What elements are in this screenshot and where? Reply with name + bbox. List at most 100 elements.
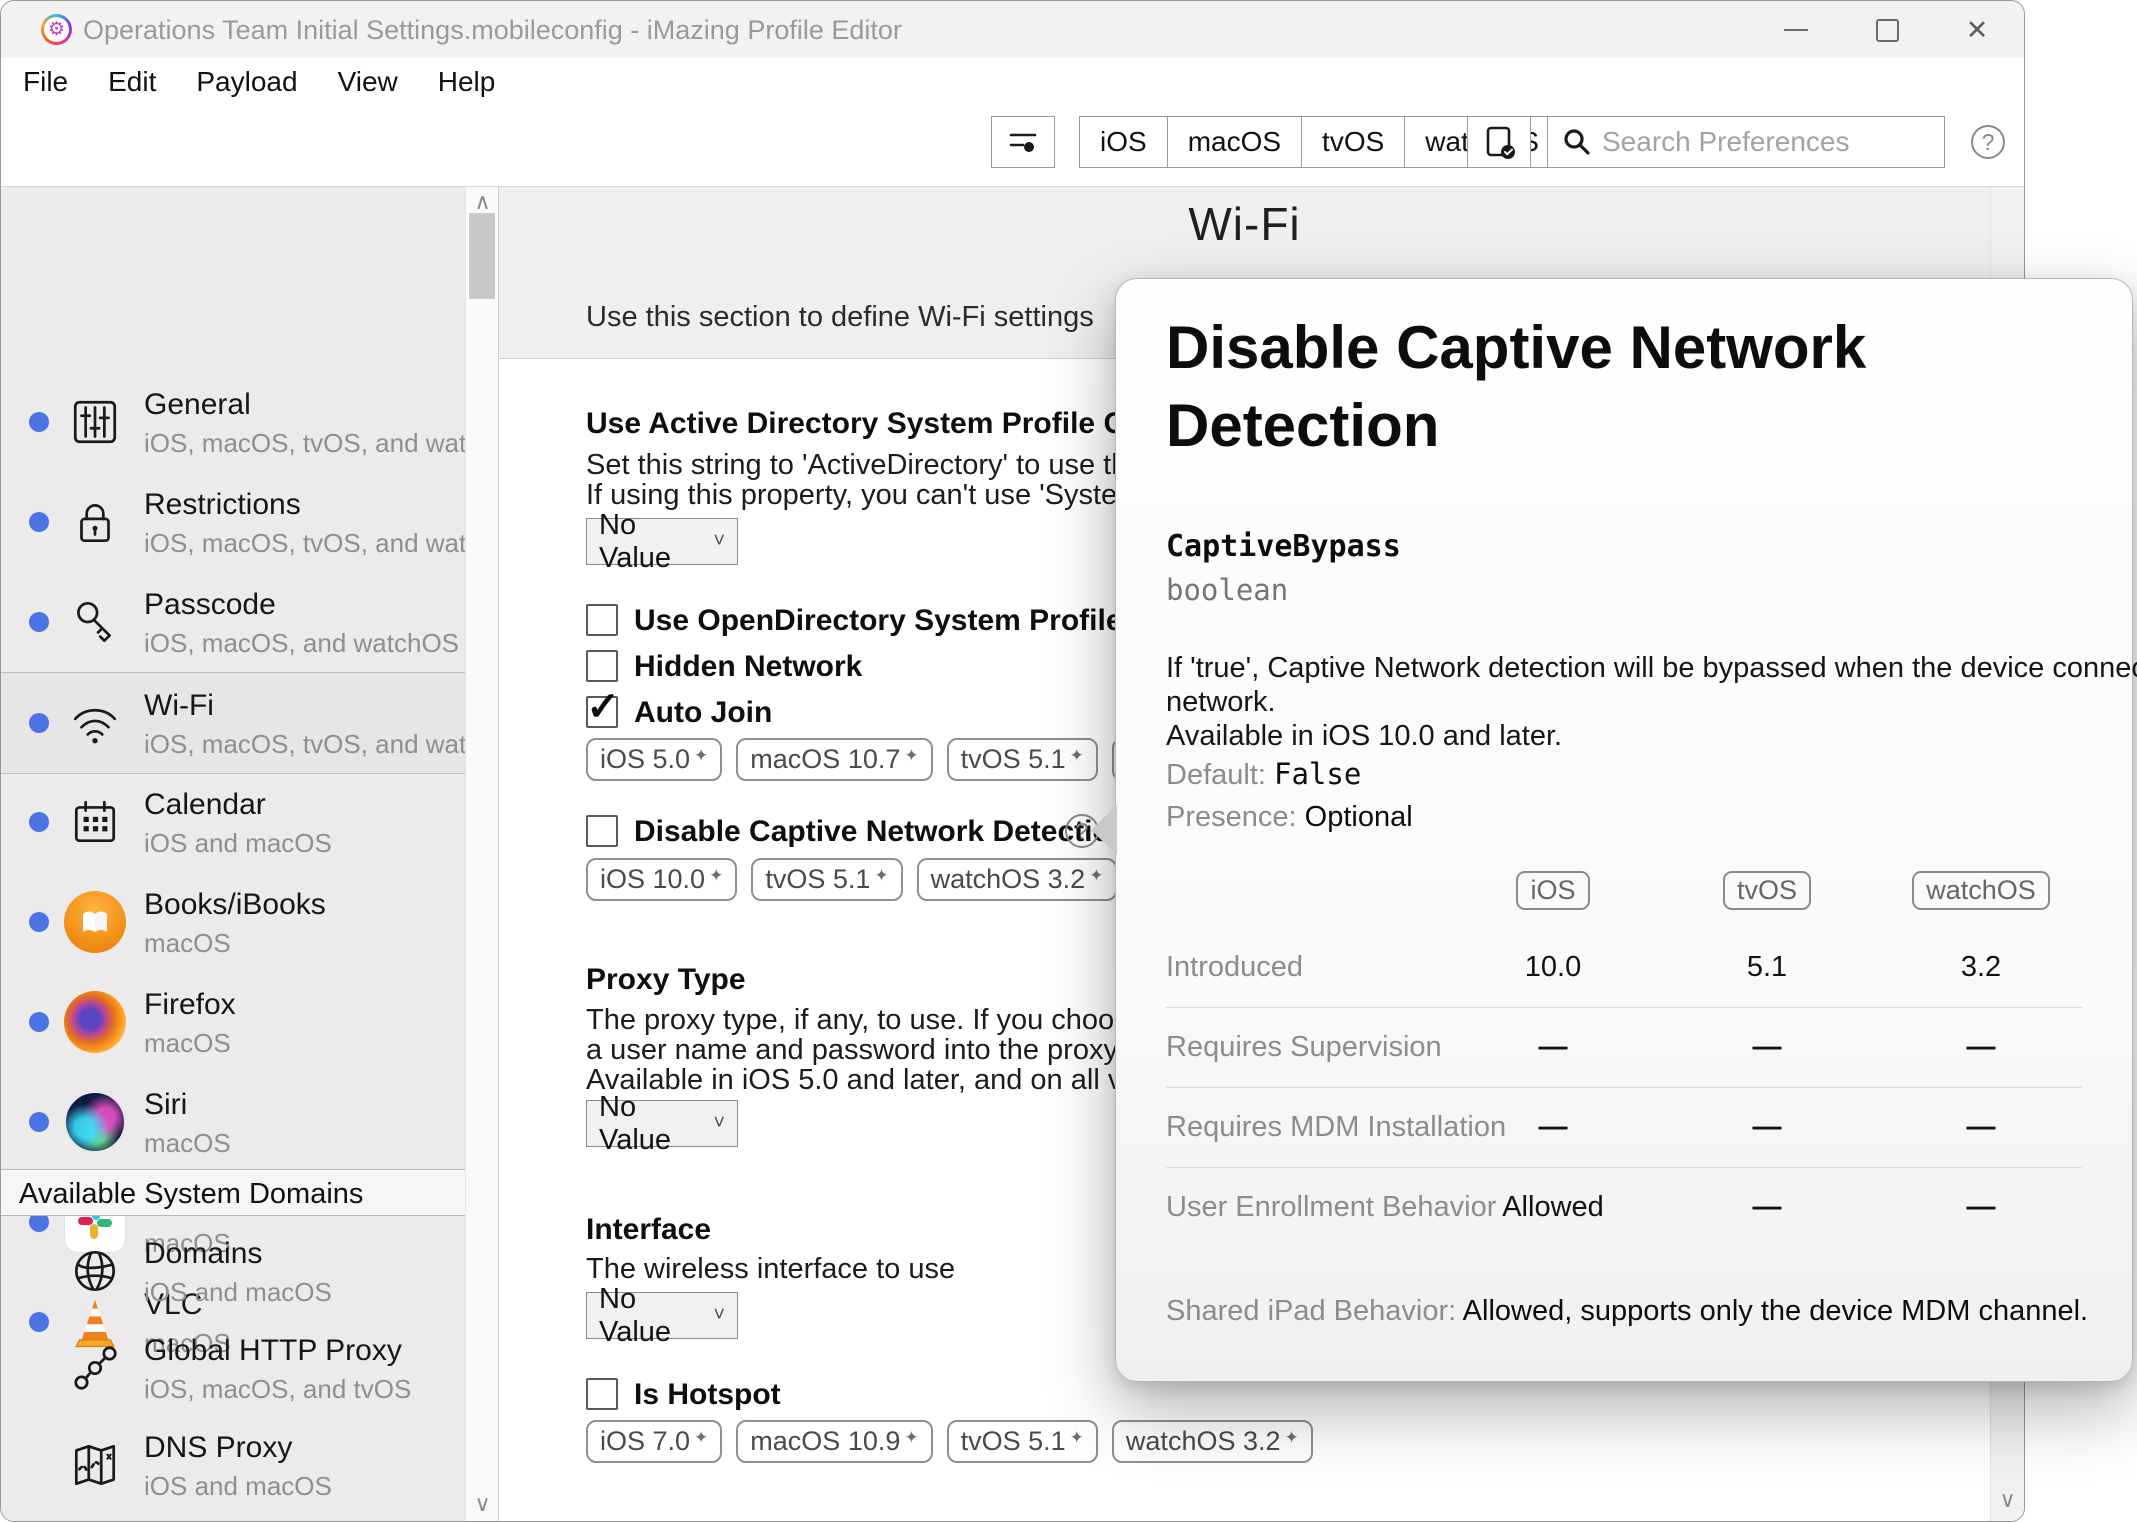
popover-title: Disable Captive Network Detection (1166, 314, 1867, 459)
sidebar-item-vlc[interactable]: VLC macOS (1, 1272, 465, 1358)
hidden-network-label: Hidden Network (634, 650, 863, 683)
sidebar-item-books[interactable]: Books/iBooks macOS (1, 872, 465, 972)
row-introduced-label: Introduced (1166, 951, 1304, 983)
auto-join-checkbox-row[interactable]: ✓ Auto Join (586, 687, 772, 730)
cell: — (1752, 1111, 1782, 1143)
sidebar-item-firefox[interactable]: Firefox macOS (1, 972, 465, 1072)
sidebar-item-subtitle: macOS (144, 1328, 231, 1358)
device-button[interactable] (1467, 116, 1531, 168)
app-icon: ⚙ (41, 14, 72, 45)
scroll-down-icon[interactable]: ∨ (1999, 1487, 2016, 1512)
platform-ios-button[interactable]: iOS (1080, 117, 1168, 167)
checkbox-unchecked[interactable] (586, 650, 618, 682)
sidebar-item-dns-proxy[interactable]: DNS Proxy iOS and macOS (1, 1417, 465, 1514)
row-mdm-label: Requires MDM Installation (1166, 1111, 1507, 1143)
later-versions-icon: ✦ (1069, 1427, 1084, 1447)
version-chip: watchOS 3.2✦ (1111, 1420, 1313, 1463)
sidebar-item-title: Calendar (144, 788, 266, 821)
sidebar-item-subtitle: macOS (144, 1028, 231, 1058)
modified-dot (29, 412, 49, 432)
maximize-button[interactable] (1857, 11, 1917, 49)
disable-captive-checkbox-row[interactable]: Disable Captive Network Detection (586, 815, 1129, 849)
checkbox-checked[interactable]: ✓ (586, 687, 620, 728)
shared-ipad-row: Shared iPad Behavior: Allowed, supports … (1166, 1295, 2088, 1328)
version-chip: watchOS 3.2✦ (916, 858, 1118, 901)
lock-icon (63, 490, 127, 554)
menu-payload[interactable]: Payload (196, 66, 298, 97)
menu-file[interactable]: File (23, 66, 69, 97)
filter-icon (1009, 133, 1037, 152)
cell: — (1966, 1031, 1996, 1063)
page-title: Wi-Fi (1188, 198, 1301, 250)
menu-help[interactable]: Help (437, 66, 496, 97)
map-icon (63, 1433, 127, 1497)
sliders-icon (63, 390, 127, 454)
captive-bypass-popover: Disable Captive Network Detection Captiv… (1115, 278, 2137, 1382)
interface-select[interactable]: No Value ˅ (586, 1283, 738, 1348)
proxy-type-select[interactable]: No Value ˅ (586, 1091, 738, 1156)
property-key: CaptiveBypass (1166, 529, 1401, 564)
version-chip: iOS 5.0 ✦ (586, 738, 723, 781)
sidebar-item-subtitle: iOS and macOS (144, 1471, 332, 1501)
books-app-icon (63, 890, 127, 954)
help-button[interactable]: ? (1971, 125, 2005, 159)
sidebar-item-domains[interactable]: Domains iOS and macOS (1, 1223, 465, 1320)
sidebar-scrollbar[interactable]: ∧ ∨ (465, 187, 499, 1521)
row-divider (1166, 1087, 2082, 1088)
filter-button[interactable] (991, 116, 1055, 168)
checkbox-unchecked[interactable] (586, 815, 618, 847)
close-icon: ✕ (1965, 14, 1989, 45)
version-chip: macOS 10.9 ✦ (736, 1420, 933, 1463)
checkbox-unchecked[interactable] (586, 1378, 618, 1410)
default-row: Default: False (1166, 757, 1361, 792)
modified-dot (29, 812, 49, 832)
ad-credentials-select[interactable]: No Value ˅ (586, 509, 738, 574)
minimize-button[interactable] (1766, 11, 1826, 49)
search-icon (1564, 129, 1590, 155)
sidebar-item-title: Siri (144, 1088, 188, 1121)
select-value: No Value (599, 1090, 672, 1156)
search-placeholder: Search Preferences (1602, 126, 1850, 157)
modified-dot (29, 912, 49, 932)
sidebar-item-title: Domains (144, 1237, 263, 1270)
hidden-network-checkbox-row[interactable]: Hidden Network (586, 650, 862, 684)
sidebar-item-wifi[interactable]: Wi-Fi iOS, macOS, tvOS, and watchOS (1, 672, 531, 774)
cell: — (1752, 1031, 1782, 1063)
sidebar-item-subtitle: iOS, macOS, and tvOS (144, 1374, 412, 1404)
siri-app-icon (63, 1090, 127, 1154)
platform-macos-button[interactable]: macOS (1168, 117, 1303, 167)
sidebar-item-calendar[interactable]: Calendar iOS and macOS (1, 772, 465, 872)
available-system-domains-header: Available System Domains (1, 1169, 465, 1216)
presence-label: Presence: (1166, 801, 1297, 833)
scroll-down-icon[interactable]: ∨ (474, 1491, 491, 1516)
sidebar-item-title: Passcode (144, 588, 276, 621)
close-button[interactable]: ✕ (1947, 11, 2007, 49)
sidebar-divider (498, 187, 499, 1521)
title-bar: ⚙ Operations Team Initial Settings.mobil… (1, 1, 2024, 58)
version-chip: tvOS 5.1 ✦ (946, 738, 1098, 781)
column-watchos: watchOS (1911, 871, 2051, 910)
device-check-icon (1486, 126, 1515, 159)
modified-dot (29, 1312, 49, 1332)
scroll-up-icon[interactable]: ∧ (474, 189, 491, 214)
sidebar-item-global-http-proxy[interactable]: Global HTTP Proxy iOS, macOS, and tvOS (1, 1320, 465, 1417)
popover-arrow (1091, 805, 1117, 855)
sidebar-item-siri[interactable]: Siri macOS (1, 1072, 465, 1172)
modified-dot (29, 713, 49, 733)
version-chip: macOS 10.7 ✦ (736, 738, 933, 781)
sidebar-item-general[interactable]: General iOS, macOS, tvOS, and watchOS (1, 372, 531, 472)
search-input[interactable]: Search Preferences (1547, 116, 1945, 168)
sidebar-scrollbar-thumb[interactable] (469, 213, 495, 299)
platform-tvos-button[interactable]: tvOS (1302, 117, 1406, 167)
is-hotspot-checkbox-row[interactable]: Is Hotspot (586, 1378, 781, 1412)
menu-edit[interactable]: Edit (108, 66, 157, 97)
menu-view[interactable]: View (337, 66, 398, 97)
vlc-app-icon (63, 1290, 127, 1354)
shared-ipad-label: Shared iPad Behavior: (1166, 1295, 1457, 1327)
sidebar-item-restrictions[interactable]: Restrictions iOS, macOS, tvOS, and watch… (1, 472, 531, 572)
sidebar-item-passcode[interactable]: Passcode iOS, macOS, and watchOS (1, 572, 465, 672)
cell: 10.0 (1524, 951, 1582, 983)
proxy-nodes-icon (63, 1336, 127, 1400)
checkbox-unchecked[interactable] (586, 604, 618, 636)
